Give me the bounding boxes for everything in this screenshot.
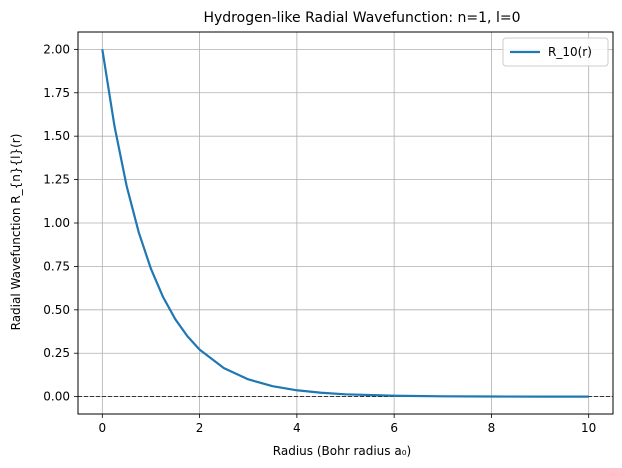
y-tick-label: 0.25 xyxy=(43,346,70,360)
y-tick-label: 0.75 xyxy=(43,259,70,273)
series-layer xyxy=(101,49,589,398)
grid xyxy=(78,32,613,414)
x-tick-label: 6 xyxy=(390,421,398,435)
x-axis-ticks: 0 2 4 6 8 10 xyxy=(98,414,596,435)
y-tick-label: 0.50 xyxy=(43,303,70,317)
x-tick-label: 4 xyxy=(293,421,301,435)
y-tick-label: 1.75 xyxy=(43,86,70,100)
y-tick-label: 1.00 xyxy=(43,216,70,230)
legend-box xyxy=(502,37,609,67)
series-line xyxy=(101,49,589,398)
x-tick-label: 8 xyxy=(488,421,496,435)
y-tick-label: 1.50 xyxy=(43,129,70,143)
x-tick-label: 2 xyxy=(196,421,204,435)
x-tick-label: 0 xyxy=(98,421,106,435)
chart-title: Hydrogen-like Radial Wavefunction: n=1, … xyxy=(203,10,520,26)
x-axis-title: Radius (Bohr radius a₀) xyxy=(273,444,411,458)
y-axis-ticks: 0.00 0.25 0.50 0.75 1.00 1.25 1.50 1.75 2.00 xyxy=(43,42,78,404)
legend: R_10(r) xyxy=(502,37,609,67)
legend-label: R_10(r) xyxy=(548,45,592,59)
x-tick-label: 10 xyxy=(581,421,596,435)
y-tick-label: 1.25 xyxy=(43,173,70,187)
y-axis-title: Radial Wavefunction R_{n}{l}(r) xyxy=(9,134,23,331)
y-tick-label: 0.00 xyxy=(43,390,70,404)
y-tick-label: 2.00 xyxy=(43,42,70,56)
